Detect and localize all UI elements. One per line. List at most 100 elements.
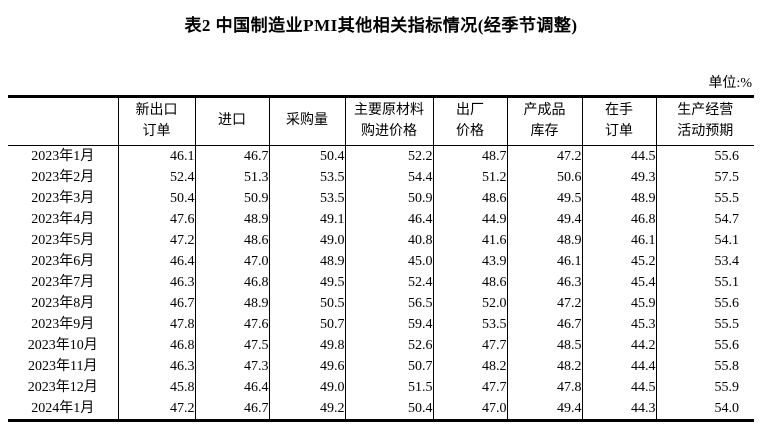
table-header-row: 新出口 订单 进口 采购量 主要原材料 购进价格 出厂 价格 产成品 库存 在手 订单 生产经… <box>8 96 754 146</box>
cell-value: 46.4 <box>117 251 195 272</box>
cell-value: 47.8 <box>506 377 582 398</box>
table-row: 2024年1月 47.2 46.7 49.2 50.4 47.0 49.4 44.3 54.0 <box>8 398 754 421</box>
table-row: 2023年1月 46.1 46.7 50.4 52.2 48.7 47.2 44.5 55.6 <box>8 145 754 167</box>
table-row: 2023年10月 46.8 47.5 49.8 52.6 47.7 48.5 44.2 55.6 <box>8 335 754 356</box>
cell-value: 52.2 <box>344 145 433 167</box>
cell-value: 55.1 <box>655 272 754 293</box>
cell-value: 51.2 <box>432 167 507 188</box>
cell-value: 44.5 <box>581 377 656 398</box>
cell-value: 49.3 <box>581 167 656 188</box>
cell-value: 50.4 <box>268 145 345 167</box>
cell-value: 49.0 <box>268 377 345 398</box>
column-header: 出厂 价格 <box>432 96 507 146</box>
row-label: 2023年3月 <box>31 191 95 206</box>
cell-value: 47.3 <box>194 356 269 377</box>
cell-value: 50.7 <box>268 314 345 335</box>
cell-value: 53.5 <box>268 188 345 209</box>
cell-value: 44.4 <box>581 356 656 377</box>
column-header: 新出口 订单 <box>117 96 195 146</box>
cell-value: 47.2 <box>506 293 582 314</box>
table-row: 2023年4月 47.6 48.9 49.1 46.4 44.9 49.4 46.8 54.7 <box>8 209 754 230</box>
cell-value: 48.9 <box>581 188 656 209</box>
cell-value: 46.8 <box>581 209 656 230</box>
cell-value: 50.5 <box>268 293 345 314</box>
table-row: 2023年7月 46.3 46.8 49.5 52.4 48.6 46.3 45.4 55.1 <box>8 272 754 293</box>
cell-value: 54.7 <box>655 209 754 230</box>
cell-value: 46.7 <box>506 314 582 335</box>
cell-value: 49.1 <box>268 209 345 230</box>
cell-value: 52.0 <box>432 293 507 314</box>
cell-value: 49.6 <box>268 356 345 377</box>
cell-value: 48.2 <box>506 356 582 377</box>
cell-value: 50.7 <box>344 356 433 377</box>
table-row: 2023年11月 46.3 47.3 49.6 50.7 48.2 48.2 44.4 55.8 <box>8 356 754 377</box>
column-header: 采购量 <box>268 96 345 146</box>
cell-value: 54.4 <box>344 167 433 188</box>
cell-value: 46.7 <box>117 293 195 314</box>
column-header: 主要原材料 购进价格 <box>344 96 433 146</box>
cell-value: 51.5 <box>344 377 433 398</box>
cell-value: 45.9 <box>581 293 656 314</box>
cell-value: 50.6 <box>506 167 582 188</box>
row-label: 2023年6月 <box>31 254 95 269</box>
row-label: 2023年8月 <box>31 296 95 311</box>
row-label: 2023年9月 <box>31 317 95 332</box>
pmi-indicators-table: 新出口 订单 进口 采购量 主要原材料 购进价格 出厂 价格 产成品 库存 在手 订单 生产经… <box>8 95 754 422</box>
cell-value: 46.8 <box>194 272 269 293</box>
cell-value: 50.9 <box>194 188 269 209</box>
row-label: 2023年12月 <box>27 380 98 395</box>
cell-value: 54.1 <box>655 230 754 251</box>
cell-value: 47.2 <box>117 230 195 251</box>
cell-value: 47.7 <box>432 377 507 398</box>
cell-value: 50.4 <box>117 188 195 209</box>
cell-value: 47.8 <box>117 314 195 335</box>
cell-value: 46.3 <box>117 272 195 293</box>
cell-value: 48.9 <box>506 230 582 251</box>
cell-value: 49.4 <box>506 209 582 230</box>
cell-value: 52.4 <box>344 272 433 293</box>
cell-value: 49.0 <box>268 230 345 251</box>
table-row: 2023年5月 47.2 48.6 49.0 40.8 41.6 48.9 46.1 54.1 <box>8 230 754 251</box>
cell-value: 45.4 <box>581 272 656 293</box>
cell-value: 43.9 <box>432 251 507 272</box>
cell-value: 56.5 <box>344 293 433 314</box>
cell-value: 55.9 <box>655 377 754 398</box>
cell-value: 47.5 <box>194 335 269 356</box>
cell-value: 45.0 <box>344 251 433 272</box>
row-label: 2023年10月 <box>27 338 98 353</box>
table-row: 2023年9月 47.8 47.6 50.7 59.4 53.5 46.7 45.3 55.5 <box>8 314 754 335</box>
cell-value: 52.4 <box>117 167 195 188</box>
cell-value: 57.5 <box>655 167 754 188</box>
cell-value: 46.8 <box>117 335 195 356</box>
cell-value: 47.0 <box>194 251 269 272</box>
cell-value: 55.8 <box>655 356 754 377</box>
cell-value: 40.8 <box>344 230 433 251</box>
column-header: 在手 订单 <box>581 96 656 146</box>
cell-value: 48.9 <box>194 293 269 314</box>
cell-value: 47.6 <box>117 209 195 230</box>
cell-value: 48.5 <box>506 335 582 356</box>
cell-value: 55.6 <box>655 335 754 356</box>
cell-value: 50.9 <box>344 188 433 209</box>
row-label: 2023年4月 <box>31 212 95 227</box>
cell-value: 51.3 <box>194 167 269 188</box>
cell-value: 46.1 <box>506 251 582 272</box>
table-row: 2023年8月 46.7 48.9 50.5 56.5 52.0 47.2 45.9 55.6 <box>8 293 754 314</box>
cell-value: 49.2 <box>268 398 345 421</box>
column-header-period <box>8 96 118 146</box>
cell-value: 50.4 <box>344 398 433 421</box>
cell-value: 47.7 <box>432 335 507 356</box>
row-label: 2023年2月 <box>31 170 95 185</box>
cell-value: 49.5 <box>268 272 345 293</box>
table-row: 2023年6月 46.4 47.0 48.9 45.0 43.9 46.1 45.2 53.4 <box>8 251 754 272</box>
row-label: 2024年1月 <box>31 401 95 416</box>
cell-value: 54.0 <box>655 398 754 421</box>
cell-value: 55.6 <box>655 145 754 167</box>
row-label: 2023年11月 <box>28 359 98 374</box>
cell-value: 47.2 <box>117 398 195 421</box>
cell-value: 48.9 <box>268 251 345 272</box>
column-header: 产成品 库存 <box>506 96 582 146</box>
column-header: 生产经营 活动预期 <box>655 96 754 146</box>
cell-value: 45.3 <box>581 314 656 335</box>
